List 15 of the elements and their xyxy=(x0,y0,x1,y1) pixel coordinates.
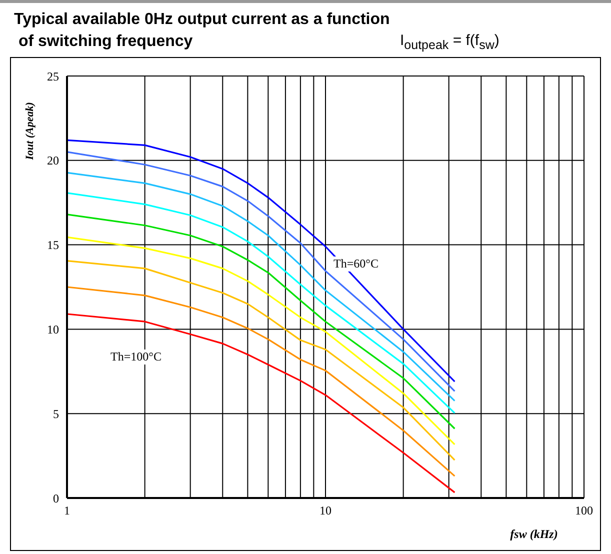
x-tick-label: 1 xyxy=(64,504,70,518)
x-tick-label: 10 xyxy=(320,504,332,518)
chart-title: Typical available 0Hz output current as a function of switching frequency xyxy=(14,10,390,52)
y-axis-title: Iout (Apeak) xyxy=(24,102,36,161)
y-tick-label: 25 xyxy=(47,69,59,84)
x-axis-title: fsw (kHz) xyxy=(510,527,558,541)
chart-subtitle: I$_{outpeak}$ = f(f$_{sw}$) xyxy=(400,32,500,52)
x-tick-label: 100 xyxy=(575,504,593,518)
y-tick-label: 15 xyxy=(47,238,59,252)
annotation: Th=60°C xyxy=(332,256,380,272)
y-tick-label: 0 xyxy=(53,491,59,506)
y-tick-label: 10 xyxy=(47,322,59,336)
annotation: Th=100°C xyxy=(108,350,164,364)
y-tick-label: 5 xyxy=(53,406,59,421)
y-tick-label: 20 xyxy=(47,154,59,168)
